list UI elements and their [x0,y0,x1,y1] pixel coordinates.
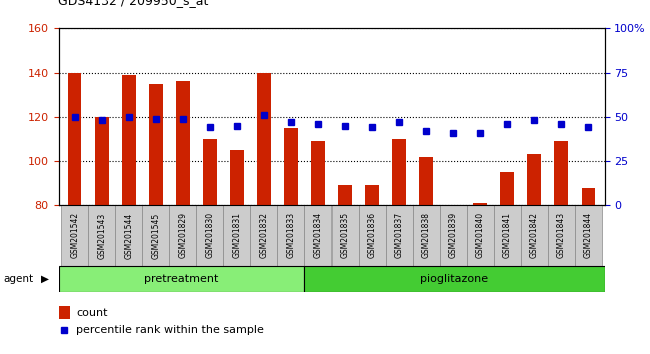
Bar [58,266,304,292]
Bar [176,81,190,354]
Bar [413,205,439,266]
Text: GSM201839: GSM201839 [448,212,458,258]
Bar [359,205,385,266]
Bar [338,185,352,354]
Bar [473,203,487,354]
Bar [554,141,568,354]
Text: GSM201842: GSM201842 [530,212,539,258]
Bar [203,139,216,354]
Bar [88,205,115,266]
Bar [250,205,278,266]
Text: pretreatment: pretreatment [144,274,218,284]
Bar [122,75,136,354]
Bar [95,117,109,354]
Bar [365,185,379,354]
Bar [419,156,433,354]
Text: count: count [77,308,108,318]
Text: GSM201844: GSM201844 [584,212,593,258]
Text: GSM201545: GSM201545 [151,212,161,258]
Bar [142,205,169,266]
Text: GSM201829: GSM201829 [178,212,187,258]
Bar [257,73,270,354]
Text: GSM201544: GSM201544 [124,212,133,258]
Bar [284,128,298,354]
Bar [115,205,142,266]
Bar [332,205,359,266]
Text: GSM201838: GSM201838 [422,212,430,258]
Text: GSM201836: GSM201836 [367,212,376,258]
Bar [311,141,325,354]
Text: GSM201840: GSM201840 [476,212,485,258]
Text: GSM201832: GSM201832 [259,212,268,258]
Bar [61,205,88,266]
Bar [447,205,460,354]
Bar [575,205,602,266]
Text: GSM201831: GSM201831 [233,212,241,258]
Bar [500,172,514,354]
Text: GSM201834: GSM201834 [313,212,322,258]
Text: ▶: ▶ [41,274,49,284]
Text: GSM201830: GSM201830 [205,212,214,258]
Text: GSM201833: GSM201833 [287,212,296,258]
Bar [149,84,162,354]
Text: GSM201543: GSM201543 [98,212,106,258]
Bar [548,205,575,266]
Text: GSM201542: GSM201542 [70,212,79,258]
Bar [582,188,595,354]
Bar [494,205,521,266]
Text: GSM201835: GSM201835 [341,212,350,258]
Bar [224,205,250,266]
Text: GDS4132 / 209950_s_at: GDS4132 / 209950_s_at [58,0,209,7]
Bar [467,205,494,266]
Bar [393,139,406,354]
Text: percentile rank within the sample: percentile rank within the sample [77,325,265,335]
Bar [169,205,196,266]
Bar [439,205,467,266]
Bar [304,266,604,292]
Bar [527,154,541,354]
Text: GSM201837: GSM201837 [395,212,404,258]
Bar [278,205,304,266]
Text: agent: agent [3,274,33,284]
Text: GSM201843: GSM201843 [557,212,566,258]
Bar [196,205,224,266]
Bar [68,73,81,354]
Text: pioglitazone: pioglitazone [421,274,488,284]
Bar [230,150,244,354]
Bar [521,205,548,266]
Bar [385,205,413,266]
Bar [304,205,332,266]
Bar [58,306,70,319]
Text: GSM201841: GSM201841 [502,212,512,258]
